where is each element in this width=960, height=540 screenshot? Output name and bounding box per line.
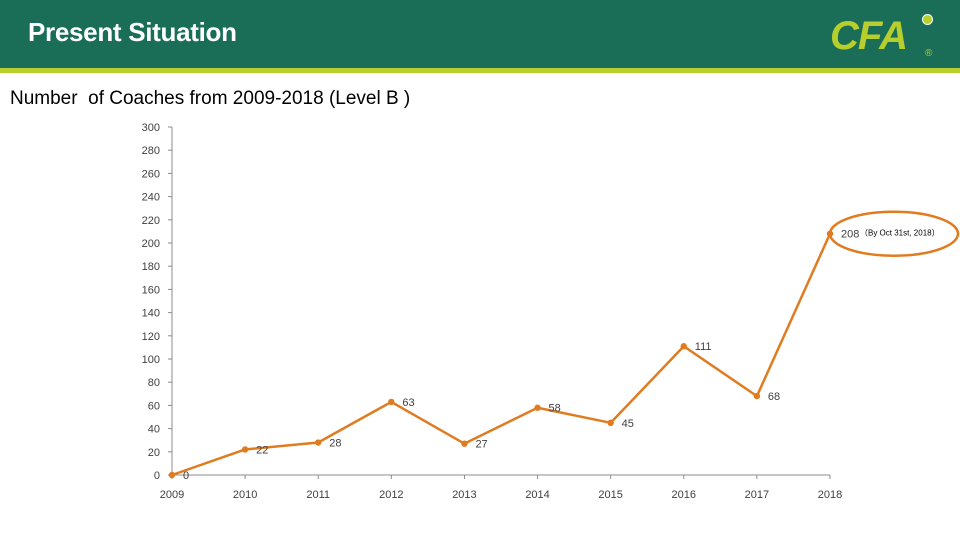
y-tick-label: 160 [142,284,160,296]
y-tick-label: 280 [142,145,160,157]
x-tick-label: 2012 [379,489,403,501]
data-point [534,404,541,411]
cfa-logo: CFA ® [830,10,940,64]
highlight-ellipse [828,210,960,257]
data-label: 22 [256,444,268,456]
chart-axes: 0204060801001201401601802002202402602803… [142,122,843,501]
y-tick-label: 60 [148,400,160,412]
data-point [461,440,468,447]
data-label: 111 [695,341,712,353]
y-tick-label: 220 [142,215,160,227]
data-label: 0 [183,470,189,482]
chart-title: Number of Coaches from 2009-2018 (Level … [10,88,411,109]
registered-mark: ® [925,48,933,59]
page-title: Present Situation [28,17,237,47]
data-label: 45 [622,418,634,430]
soccer-ball-icon [922,14,933,25]
data-label: 63 [402,397,414,409]
x-tick-label: 2009 [160,489,184,501]
data-point [315,439,322,446]
y-tick-label: 20 [148,447,160,459]
data-label: 28 [329,438,341,450]
y-tick-label: 100 [142,354,160,366]
data-label: 68 [768,391,780,403]
x-tick-label: 2011 [306,489,330,501]
data-point [168,471,176,479]
y-tick-label: 180 [142,261,160,273]
logo-text: CFA [830,14,908,58]
series-polyline [171,233,832,477]
y-tick-label: 0 [154,470,160,482]
data-point [753,392,761,400]
x-tick-label: 2018 [818,489,842,501]
data-point [241,446,249,453]
y-tick-label: 240 [142,192,160,204]
data-label: 27 [475,439,487,451]
annotation-note: （By Oct 31st, 2018） [860,229,940,238]
x-tick-label: 2015 [598,489,622,501]
y-tick-label: 120 [142,331,160,343]
y-tick-label: 260 [142,168,160,180]
x-tick-label: 2014 [525,489,549,501]
x-tick-label: 2017 [745,489,769,501]
data-label: 208 [841,229,859,241]
data-label: 58 [549,403,561,415]
header-stripe [0,68,960,73]
y-tick-label: 300 [142,122,160,134]
data-point [680,343,687,350]
header-bar [0,0,960,68]
y-tick-label: 140 [142,308,160,320]
series-line [168,230,834,479]
x-tick-label: 2010 [233,489,257,501]
y-tick-label: 200 [142,238,160,250]
data-point [388,398,395,406]
x-tick-label: 2013 [452,489,476,501]
y-tick-label: 80 [148,377,160,389]
x-tick-label: 2016 [672,489,696,501]
y-tick-label: 40 [148,424,160,436]
data-labels: 0 22 28 63 27 58 45 111 68 208 （By Oct 31st, 2018） [183,210,960,482]
data-point [607,419,614,426]
